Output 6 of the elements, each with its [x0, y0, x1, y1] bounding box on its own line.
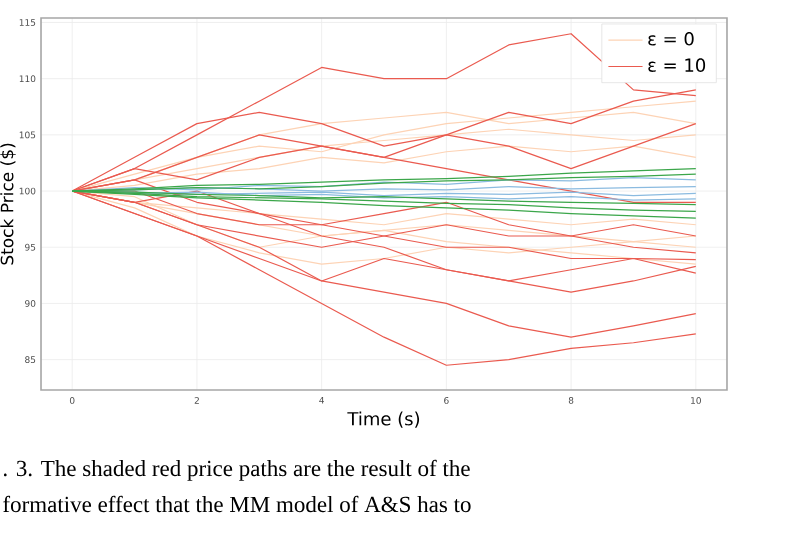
text: . 3. The shaded red price paths are the result of the: [3, 459, 470, 481]
legend-label: ε = 10: [648, 58, 706, 72]
text: formative effect that the MM model of A&S has to: [3, 495, 471, 513]
y-axis-title: Stock Price ($): [0, 143, 16, 265]
legend-label: ε = 0: [648, 31, 694, 46]
x-axis-title: Time (s): [347, 411, 420, 428]
